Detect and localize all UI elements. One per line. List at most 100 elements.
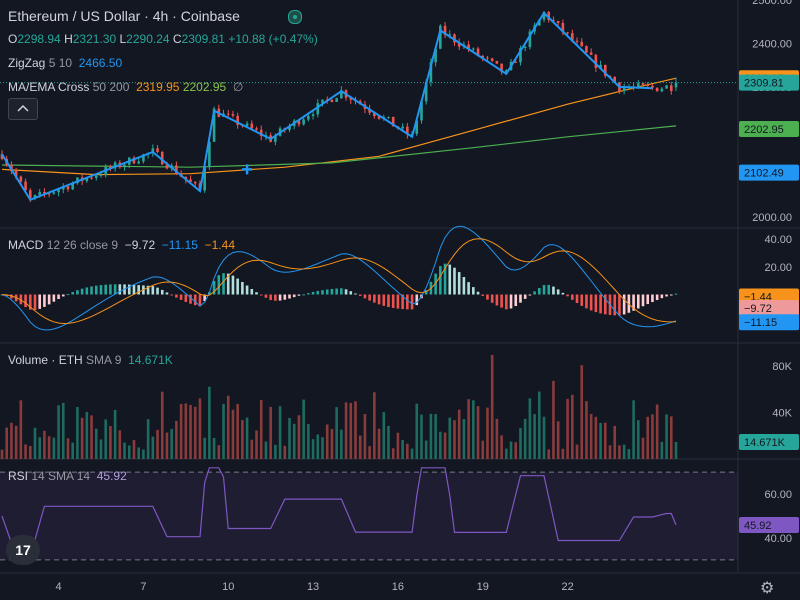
volume-bar: [486, 407, 489, 459]
zigzag-line: [1, 11, 653, 202]
collapse-legend-button[interactable]: [8, 98, 38, 120]
macd-histogram-bar: [363, 294, 367, 299]
price-label-bg: [739, 164, 799, 181]
macd-histogram-bar: [255, 292, 258, 295]
close-value: 2309.81: [181, 32, 225, 46]
volume-bar: [38, 437, 42, 459]
volume-bar: [274, 444, 277, 459]
candle-body: [14, 171, 18, 177]
volume-bar: [283, 445, 287, 459]
volume-bar: [344, 402, 348, 459]
candle-body: [43, 192, 46, 194]
candle-body: [636, 83, 640, 87]
candle-body: [406, 126, 409, 135]
candle-body: [71, 183, 74, 190]
macd-histogram-bar: [373, 294, 376, 303]
macd-histogram-bar: [19, 294, 23, 305]
volume-bar: [109, 426, 112, 459]
volume-bar: [585, 401, 588, 459]
macd-histogram-bar: [57, 294, 60, 300]
macd-histogram-bar: [599, 294, 602, 314]
macd-histogram-bar: [415, 294, 419, 306]
volume-bar: [10, 422, 13, 459]
macd-histogram-bar: [76, 290, 79, 295]
candle-body: [340, 90, 343, 99]
volume-bar: [608, 445, 612, 459]
volume-bar: [674, 441, 678, 459]
candle-body: [66, 186, 70, 190]
macd-value: −11.15: [161, 238, 198, 252]
volume-bar: [547, 449, 551, 459]
macd-histogram-bar: [349, 291, 353, 295]
volume-bar: [377, 428, 381, 459]
eye-icon[interactable]: [288, 10, 302, 24]
volume-bar: [236, 404, 239, 459]
volume-bar: [552, 380, 555, 459]
macd-histogram-bar: [439, 266, 442, 295]
macd-legend[interactable]: MACD 12 26 close 9 −9.72 −11.15 −1.44: [8, 238, 235, 252]
volume-bar: [514, 442, 518, 459]
candle-body: [472, 48, 475, 50]
volume-bar: [57, 405, 60, 459]
volume-bar: [651, 414, 654, 459]
candle-body: [674, 82, 678, 88]
macd-histogram-bar: [571, 294, 574, 300]
volume-bar: [669, 416, 673, 459]
close-label: C: [172, 32, 182, 46]
candle-body: [622, 87, 626, 92]
ohlc-legend: O2298.94 H2321.30 L2290.24 C2309.81 +10.…: [8, 32, 318, 46]
volume-bar: [203, 437, 206, 459]
zigzag-legend[interactable]: ZigZag 5 10 2466.50: [8, 56, 122, 70]
gear-icon[interactable]: ⚙: [760, 580, 775, 597]
rsi-legend[interactable]: RSI 14 SMA 14 45.92: [8, 469, 127, 483]
candle-body: [519, 48, 522, 63]
macd-histogram-bar: [28, 294, 32, 310]
volume-bar: [113, 409, 117, 459]
volume-legend[interactable]: Volume · ETH SMA 9 14.671K: [8, 353, 173, 367]
macd-histogram-bar: [137, 285, 140, 295]
volume-bar: [391, 448, 395, 459]
volume-bar: [641, 437, 645, 459]
price-label: 2202.95: [744, 124, 784, 136]
volume-bar: [184, 403, 188, 459]
macd-histogram-bar: [519, 294, 522, 303]
macd-histogram-bar: [99, 285, 103, 295]
macd-histogram-bar: [377, 294, 381, 305]
macd-histogram-bar: [33, 294, 37, 311]
macd-histogram-bar: [10, 294, 13, 299]
candle-body: [599, 64, 602, 68]
volume-bar: [193, 406, 197, 459]
macd-histogram-bar: [467, 282, 470, 295]
volume-bar: [80, 417, 84, 459]
macd-histogram-bar: [165, 292, 169, 295]
zigzag-label: ZigZag: [8, 56, 46, 70]
macd-histogram-bar: [462, 277, 466, 295]
candle-body: [142, 154, 145, 162]
tradingview-logo[interactable]: 17: [6, 535, 40, 565]
volume-bar: [500, 435, 503, 459]
volume-bar: [604, 422, 607, 459]
ma-legend[interactable]: MA/EMA Cross 50 200 2319.95 2202.95 ∅: [8, 80, 243, 94]
macd-histogram-bar: [184, 294, 188, 302]
candle-body: [28, 190, 32, 199]
candle-body: [443, 25, 447, 36]
macd-hist-value: −9.72: [124, 238, 156, 252]
volume-bar: [61, 402, 65, 459]
price-label: 2102.49: [744, 168, 784, 180]
volume-bar: [632, 400, 635, 459]
macd-histogram-bar: [669, 294, 673, 296]
volume-bar: [165, 432, 169, 459]
macd-histogram-bar: [259, 294, 263, 296]
candle-body: [420, 101, 423, 121]
macd-histogram-bar: [170, 294, 173, 296]
volume-bar: [627, 449, 631, 459]
rsi-axis-tick: 40.00: [764, 533, 792, 545]
volume-bar: [443, 432, 447, 459]
volume-bar: [655, 404, 659, 459]
candle-body: [137, 161, 140, 164]
macd-histogram-bar: [443, 263, 447, 295]
candle-body: [203, 166, 206, 191]
time-axis-tick: 4: [55, 581, 61, 593]
candle-body: [236, 115, 239, 125]
